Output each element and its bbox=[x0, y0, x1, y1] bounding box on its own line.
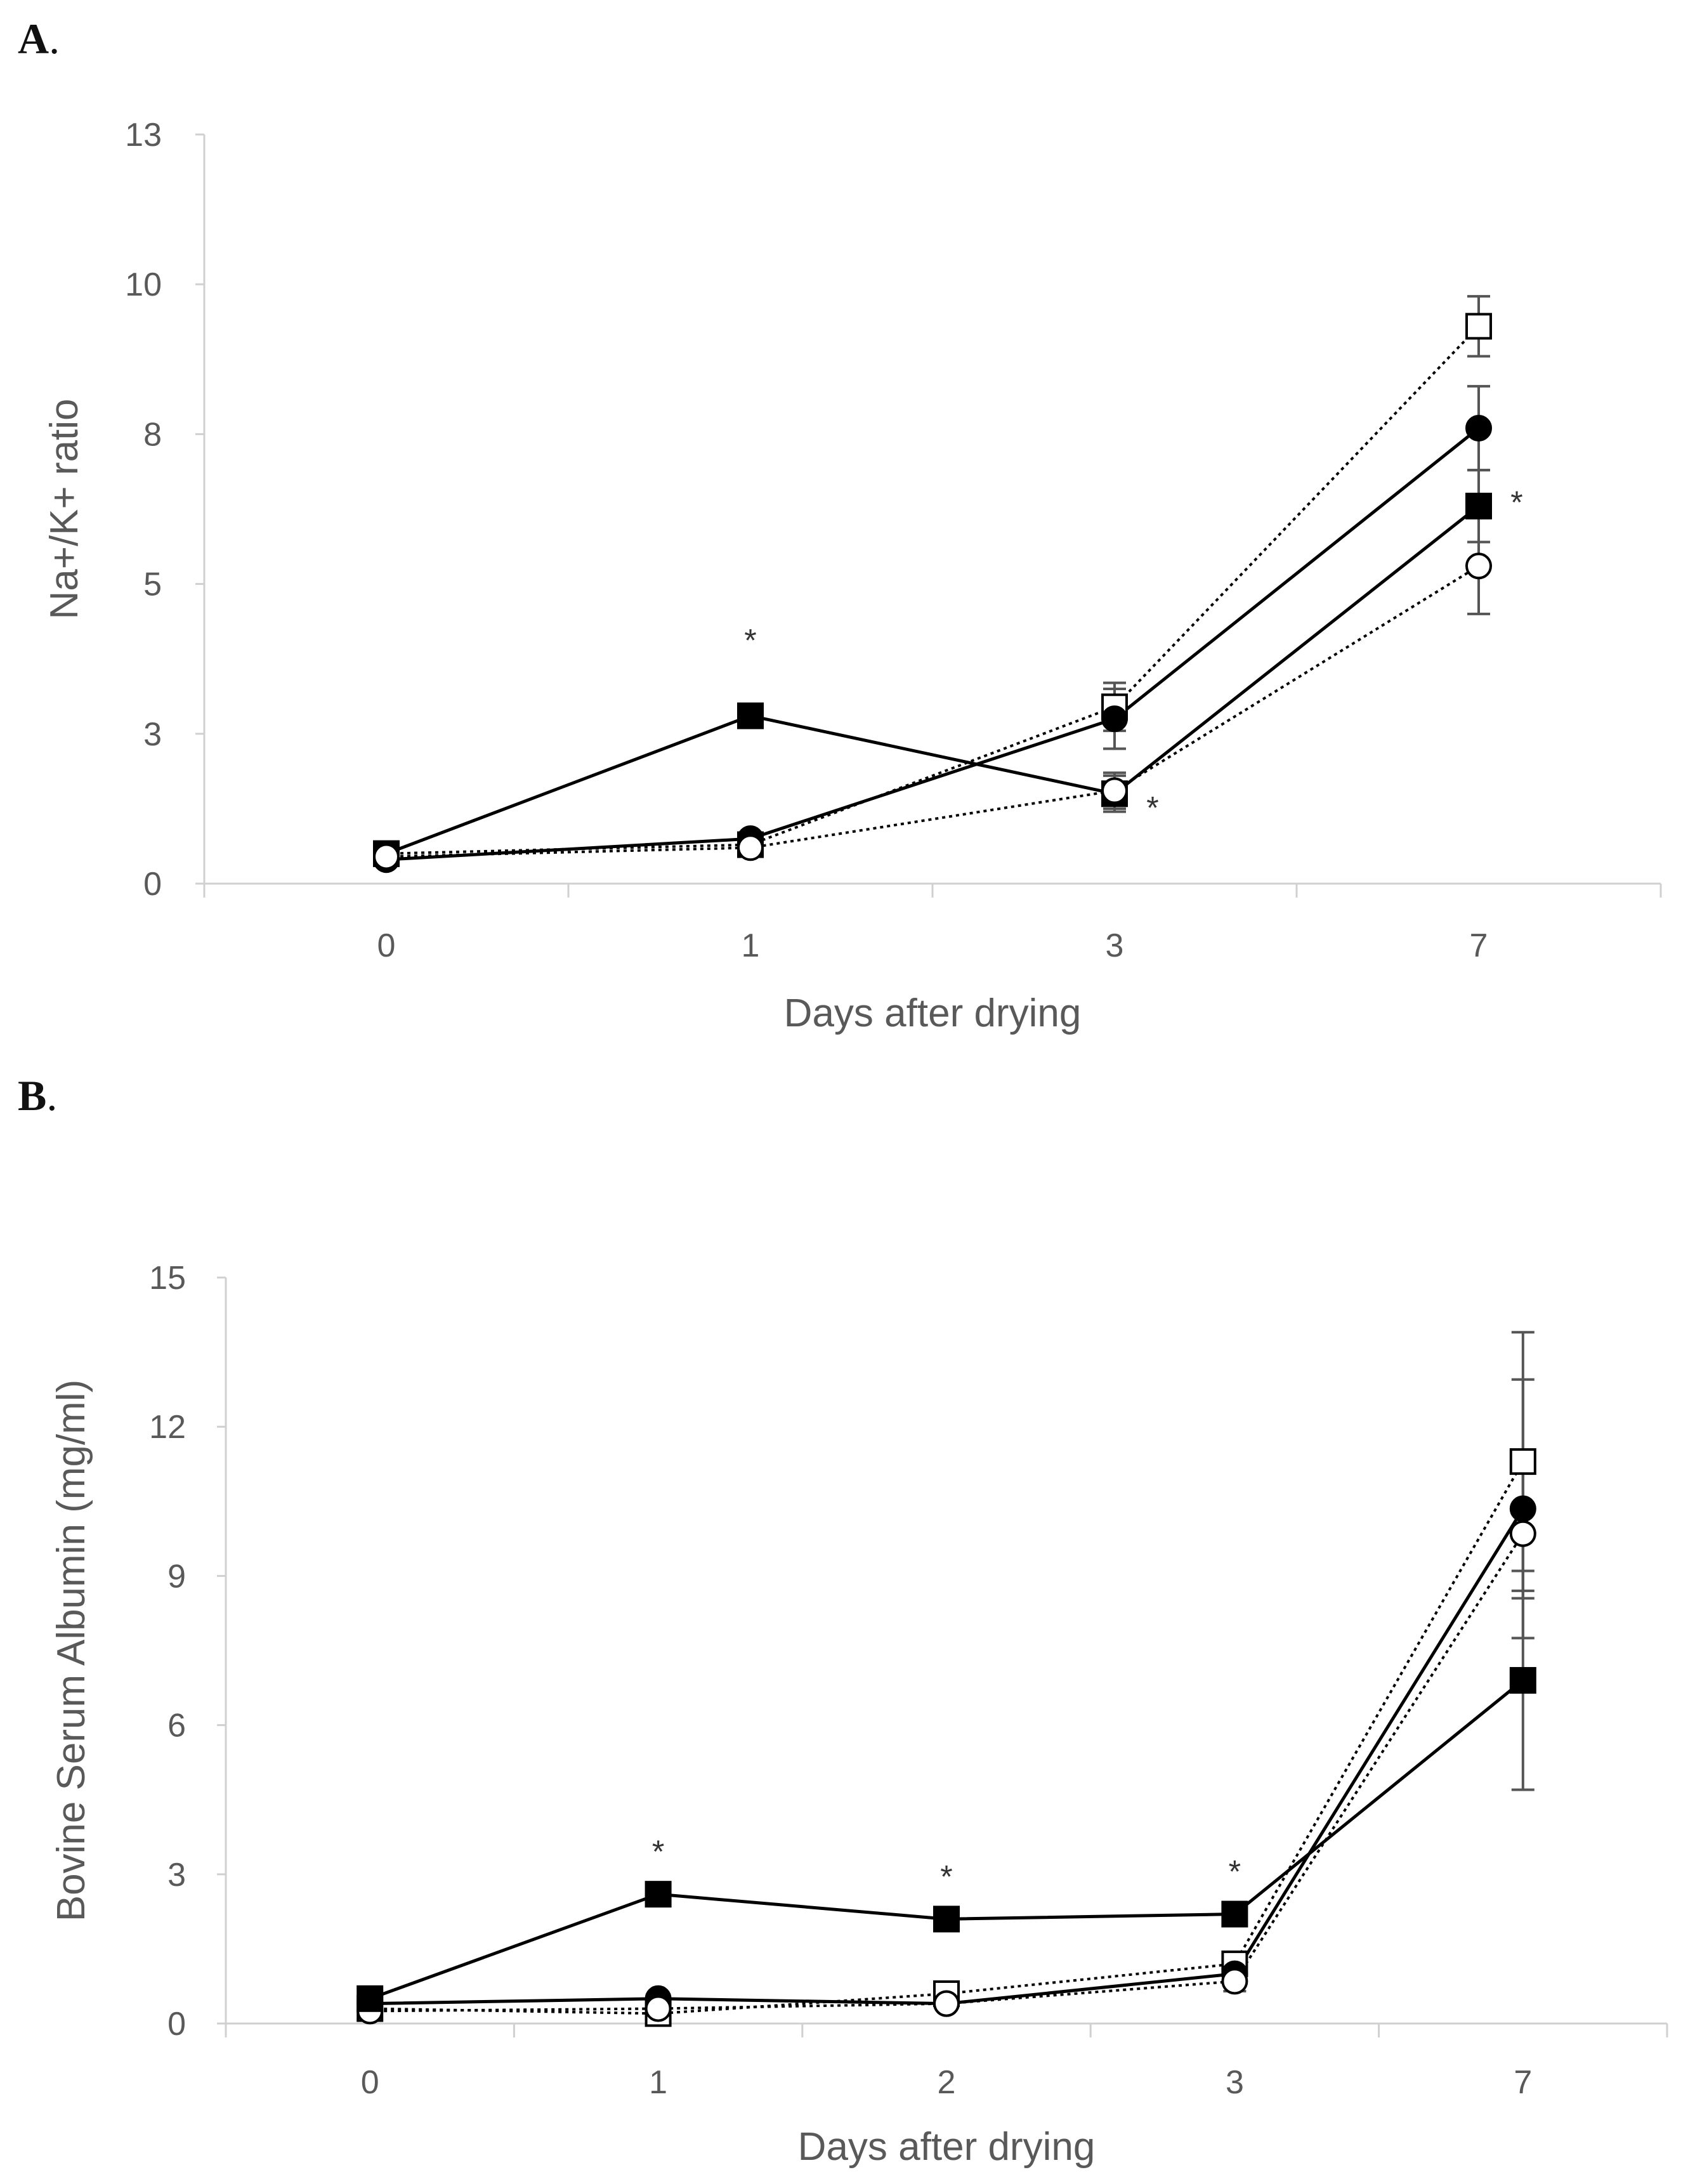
x-tick-label: 0 bbox=[377, 927, 396, 964]
marker-open-circle bbox=[1509, 1520, 1536, 1547]
y-tick-label: 0 bbox=[143, 866, 162, 903]
x-tick-label: 7 bbox=[1470, 927, 1488, 964]
y-tick-label: 9 bbox=[167, 1558, 186, 1595]
x-tick-label: 2 bbox=[938, 2064, 956, 2101]
significance-star: * bbox=[652, 1834, 664, 1869]
x-tick-label: 7 bbox=[1514, 2064, 1532, 2101]
series-line-open-square bbox=[386, 325, 1480, 855]
panel-b-label: B. bbox=[18, 1071, 58, 1120]
series-line-open-circle bbox=[370, 1533, 1524, 2013]
marker-open-circle bbox=[737, 834, 764, 861]
marker-open-square bbox=[1465, 313, 1492, 340]
marker-filled-circle bbox=[1101, 705, 1128, 733]
x-tick-label: 3 bbox=[1226, 2064, 1244, 2101]
marker-open-square bbox=[1509, 1448, 1536, 1475]
marker-open-circle bbox=[1101, 777, 1128, 804]
marker-filled-circle bbox=[1465, 414, 1492, 441]
marker-filled-square bbox=[1221, 1900, 1248, 1928]
y-tick-label: 10 bbox=[125, 266, 162, 303]
significance-star: * bbox=[744, 622, 756, 658]
y-tick-label: 6 bbox=[167, 1708, 186, 1744]
x-tick-label: 1 bbox=[742, 927, 760, 964]
significance-star: * bbox=[1510, 485, 1522, 520]
y-tick-label: 5 bbox=[143, 566, 162, 603]
series-line-filled-circle bbox=[386, 426, 1480, 861]
panel-a-label: A. bbox=[18, 15, 60, 63]
series-line-open-circle bbox=[386, 565, 1480, 858]
marker-filled-square bbox=[645, 1881, 672, 1908]
marker-filled-circle bbox=[1509, 1495, 1536, 1522]
significance-star: * bbox=[940, 1859, 952, 1894]
y-tick-label: 12 bbox=[149, 1409, 186, 1446]
marker-filled-square bbox=[1465, 492, 1492, 520]
marker-filled-square bbox=[933, 1906, 960, 1933]
series-line-filled-square bbox=[386, 504, 1480, 856]
y-tick-label: 13 bbox=[125, 117, 162, 154]
y-tick-label: 3 bbox=[167, 1857, 186, 1893]
marker-filled-square bbox=[1509, 1667, 1536, 1694]
y-axis-title: Bovine Serum Albumin (mg/ml) bbox=[49, 1380, 93, 1922]
y-axis-title: Na+/K+ ratio bbox=[43, 398, 86, 619]
marker-filled-square bbox=[357, 1985, 384, 2012]
y-tick-label: 0 bbox=[167, 2006, 186, 2043]
marker-filled-square bbox=[737, 702, 764, 729]
marker-open-circle bbox=[373, 843, 400, 870]
significance-star: * bbox=[1146, 790, 1158, 826]
marker-open-circle bbox=[1221, 1968, 1248, 1995]
x-tick-label: 3 bbox=[1106, 927, 1124, 964]
y-tick-label: 8 bbox=[143, 416, 162, 453]
series-line-filled-square bbox=[369, 1679, 1524, 2001]
x-axis-title: Days after drying bbox=[798, 2125, 1096, 2169]
marker-open-circle bbox=[645, 1995, 672, 2022]
x-tick-label: 0 bbox=[361, 2064, 379, 2101]
significance-star: * bbox=[1229, 1854, 1241, 1890]
y-tick-label: 15 bbox=[149, 1260, 186, 1297]
x-tick-label: 1 bbox=[649, 2064, 667, 2101]
x-axis-title: Days after drying bbox=[784, 991, 1082, 1035]
marker-open-circle bbox=[933, 1990, 960, 2017]
y-tick-label: 3 bbox=[143, 716, 162, 753]
marker-open-circle bbox=[1465, 553, 1492, 580]
